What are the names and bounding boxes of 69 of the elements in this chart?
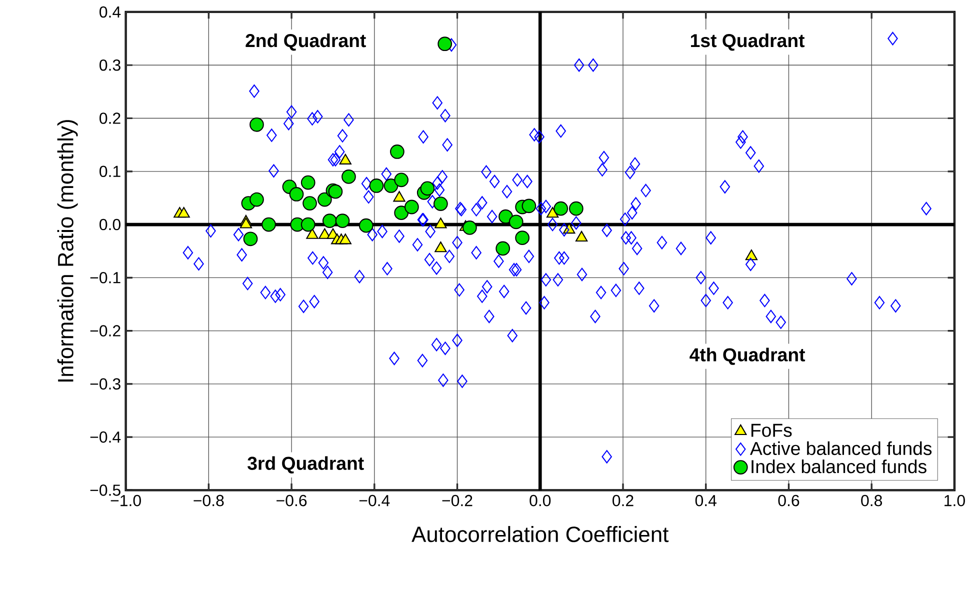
x-tick-label: 0.2 xyxy=(612,494,634,506)
point xyxy=(568,201,584,216)
y-tick-label: −0.4 xyxy=(90,431,121,443)
x-tick-label: −0.4 xyxy=(359,494,390,506)
x-tick-label: 0.8 xyxy=(861,494,882,506)
y-axis-title: Information Ratio (monthly) xyxy=(57,120,78,382)
point xyxy=(369,178,384,193)
point xyxy=(554,201,568,216)
annotation: 3rd Quadrant xyxy=(248,456,364,474)
point xyxy=(745,249,758,260)
point xyxy=(393,191,406,202)
y-tick-label: 0.2 xyxy=(100,112,120,124)
y-tick-label: −0.5 xyxy=(90,484,120,496)
point xyxy=(243,232,258,246)
x-tick-label: −1.0 xyxy=(110,494,141,506)
x-tick-label: −0.8 xyxy=(194,494,224,506)
point xyxy=(335,214,350,228)
annotation: 4th Quadrant xyxy=(690,348,806,365)
point xyxy=(322,214,337,228)
y-tick-label: −0.3 xyxy=(90,378,120,390)
point xyxy=(434,242,447,252)
x-tick-label: 0.4 xyxy=(695,494,716,506)
point xyxy=(250,192,264,207)
point xyxy=(300,217,316,232)
point xyxy=(262,217,276,232)
y-tick-label: 0.1 xyxy=(100,166,120,178)
y-tick-label: −0.2 xyxy=(90,325,120,336)
point xyxy=(394,172,409,188)
point xyxy=(339,234,352,244)
x-tick-label: 1.0 xyxy=(944,494,965,506)
annotation: 2nd Quadrant xyxy=(246,34,366,51)
point xyxy=(178,206,190,218)
point xyxy=(342,170,356,184)
point xyxy=(390,144,404,159)
point xyxy=(300,175,316,190)
point xyxy=(434,218,447,228)
x-tick-label: 0.0 xyxy=(530,494,551,506)
point xyxy=(508,214,524,230)
point xyxy=(576,230,588,242)
point xyxy=(546,206,559,218)
point xyxy=(358,218,374,233)
y-tick-label: −0.1 xyxy=(90,272,120,284)
legend-label: Index balanced funds xyxy=(752,460,926,474)
point xyxy=(240,218,252,228)
point xyxy=(302,196,317,210)
point xyxy=(434,196,448,211)
point xyxy=(317,192,332,207)
point xyxy=(394,206,409,220)
point xyxy=(250,117,264,132)
legend-label: Active balanced funds xyxy=(750,441,932,456)
point xyxy=(384,178,398,193)
x-tick-label: 0.6 xyxy=(778,494,800,506)
x-tick-label: −0.6 xyxy=(276,494,307,506)
x-axis-title: Autocorrelation Coefficient xyxy=(412,526,669,542)
legend-label: FoFs xyxy=(751,424,792,437)
point xyxy=(306,228,318,239)
point xyxy=(498,209,513,224)
point xyxy=(420,181,435,196)
y-tick-label: 0.3 xyxy=(100,59,120,71)
point xyxy=(404,200,419,214)
y-tick-label: 0.4 xyxy=(100,6,121,18)
point xyxy=(289,187,304,202)
point xyxy=(515,230,530,245)
point xyxy=(522,198,536,214)
annotation: 1st Quadrant xyxy=(690,34,805,51)
y-tick-label: 0.0 xyxy=(100,218,120,230)
point xyxy=(496,241,510,256)
x-tick-label: −0.2 xyxy=(442,494,472,506)
point xyxy=(462,220,477,235)
